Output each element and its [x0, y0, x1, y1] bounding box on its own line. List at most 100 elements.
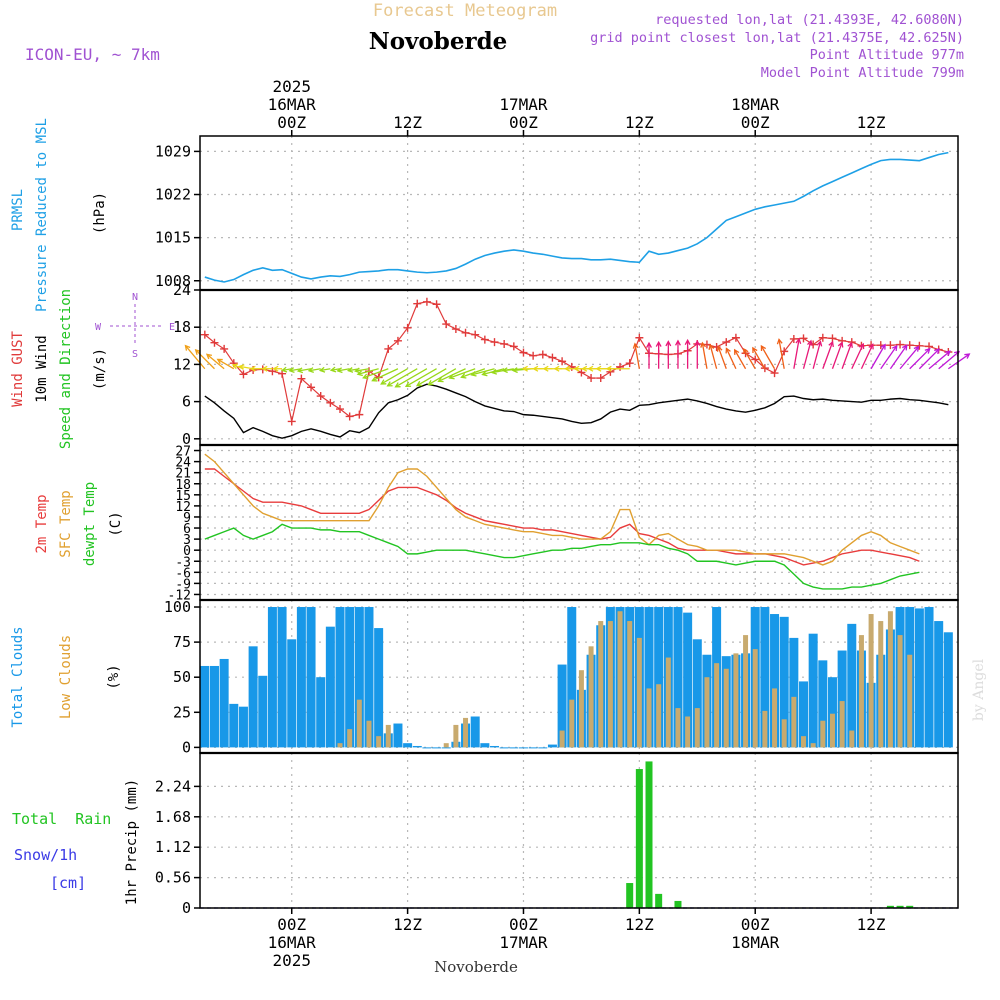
wind-gust-marker [432, 300, 441, 309]
low-clouds-bar [646, 688, 652, 748]
low-clouds-bar [858, 635, 864, 748]
wind-direction-arrow [289, 368, 302, 372]
wind-direction-arrowhead [415, 380, 423, 387]
compass-n: N [132, 292, 138, 303]
total-clouds-bar [200, 665, 210, 748]
low-clouds-bar [791, 696, 797, 748]
wind-direction-arrowhead [708, 343, 715, 350]
total-clouds-bar [538, 747, 548, 749]
wind-direction-arrowhead [632, 342, 639, 349]
total-clouds-bar [779, 616, 789, 748]
wind-direction-arrow [947, 353, 970, 370]
low-clouds-bar [878, 621, 884, 748]
low-clouds-bar [801, 736, 807, 748]
wind-direction-arrow [928, 350, 951, 370]
wind-gust-marker [210, 338, 219, 347]
wind-gust-marker [500, 339, 509, 348]
wind-direction-arrowhead [837, 341, 844, 348]
wind-direction-arrowhead [752, 346, 758, 353]
low-clouds-bar [656, 684, 662, 748]
total-clouds-bar [837, 650, 847, 748]
low-clouds-bar [781, 719, 787, 748]
x-top-label: 17MAR [499, 95, 548, 114]
wind-direction-arrowhead [404, 381, 412, 388]
wind-direction-arrowhead [901, 344, 908, 351]
wind-gust-marker [471, 330, 480, 339]
low-clouds-bar [588, 646, 594, 748]
y-tick-label: 15 [175, 489, 191, 504]
x-bottom-label: 2025 [272, 951, 311, 970]
panel-frame [199, 444, 959, 601]
low-clouds-bar [376, 736, 382, 748]
frame-layer [199, 135, 959, 909]
x-top-label: 00Z [741, 113, 770, 132]
y-tick-label: 1.12 [155, 838, 191, 856]
total-clouds-bar [403, 743, 413, 748]
wind-direction-arrow [717, 346, 727, 369]
y-tick-label: 21 [175, 467, 191, 482]
wind-direction-arrowhead [356, 370, 363, 377]
y-tick-label: 0 [182, 899, 191, 917]
total-clouds-bar [654, 607, 664, 748]
wind-direction-arrow [337, 368, 350, 372]
wind-gust-marker [220, 344, 229, 353]
temp-sfc-line [204, 453, 920, 566]
low-clouds-bar [347, 729, 353, 748]
temp-dewpt-label: dewpt Temp [82, 482, 98, 566]
total-clouds-bar [364, 607, 374, 748]
wind-gust-marker [828, 334, 837, 343]
total-clouds-bar [644, 607, 654, 748]
low-clouds-bar [578, 670, 584, 748]
low-clouds-bar [453, 724, 459, 748]
y-tick-label: 1015 [155, 229, 191, 247]
pressure-msl-label: Pressure Reduced to MSL [34, 118, 50, 312]
footer-location: Novoberde [434, 958, 518, 976]
low-clouds-bar [723, 668, 729, 748]
wind-direction-arrow [725, 348, 737, 370]
wind-direction-arrow [760, 345, 776, 370]
total-clouds-bar [943, 632, 953, 748]
point-altitude: Point Altitude 977m [810, 47, 964, 63]
temp-2m-line [204, 468, 920, 566]
x-bottom-label: 00Z [741, 915, 770, 934]
wind-gust-marker [770, 369, 779, 378]
total-clouds-bar [480, 743, 490, 748]
low-clouds-bar [617, 611, 623, 748]
compass-w: W [95, 322, 102, 333]
wind-direction-arrowhead [386, 381, 393, 387]
wind-direction-arrowhead [776, 338, 783, 345]
grid-point-coordinates: grid point closest lon,lat (21.4375E, 42… [590, 30, 964, 46]
wind-direction-arrow [743, 348, 756, 370]
wind-gust-marker [490, 338, 499, 347]
total-clouds-bar [238, 706, 248, 748]
wind-direction-arrowhead [194, 349, 201, 355]
wind-direction-arrowhead [934, 348, 941, 355]
wind-direction-arrow [778, 339, 785, 369]
wind-gust-marker [422, 297, 431, 306]
y-tick-label: -12 [168, 588, 191, 603]
total-clouds-bar [248, 646, 258, 748]
wind-direction-arrowhead [694, 339, 701, 346]
y-tick-label: 1022 [155, 186, 191, 204]
wind-direction-arrowhead [346, 367, 354, 373]
low-clouds-bar [752, 649, 758, 748]
total-clouds-label: Total Clouds [10, 626, 26, 727]
total-clouds-bar [287, 639, 297, 748]
wind-gust-marker [789, 334, 798, 343]
snow-unit-label: [cm] [50, 874, 86, 892]
low-clouds-bar [636, 637, 642, 748]
y-tick-label: 0 [182, 738, 191, 756]
wind-direction-arrowhead [646, 341, 652, 348]
wind-direction-arrow [380, 368, 408, 385]
y-tick-label: 100 [164, 598, 191, 616]
wind-direction-arrowhead [734, 348, 740, 355]
x-bottom-label: 17MAR [499, 933, 548, 952]
temp-unit-label: (C) [108, 511, 124, 536]
total-clouds-bar [209, 665, 219, 748]
wind-gust-label: Wind GUST [10, 331, 26, 407]
wind-gust-marker [403, 323, 412, 332]
wind-direction-arrowhead [700, 341, 707, 348]
wind-direction-arrowhead [743, 347, 749, 355]
wind-direction-arrowhead [216, 358, 223, 365]
wind-direction-arrowhead [795, 337, 802, 345]
